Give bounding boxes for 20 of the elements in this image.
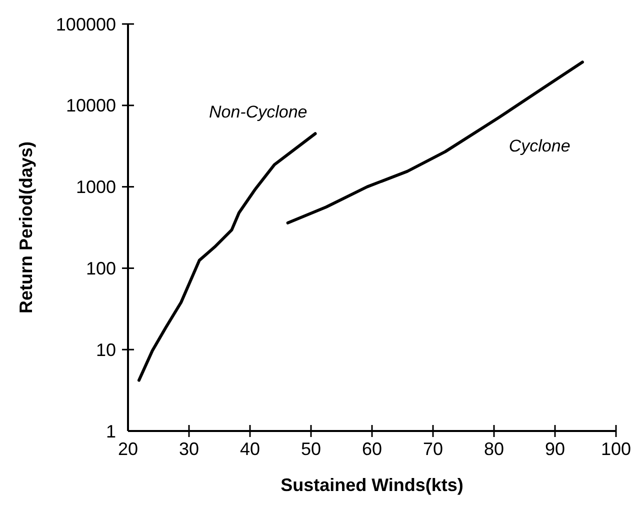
x-axis-title: Sustained Winds(kts) bbox=[280, 475, 464, 495]
x-tick-label: 80 bbox=[484, 439, 504, 459]
y-tick-label: 1000 bbox=[76, 177, 116, 198]
y-tick-label: 1 bbox=[106, 421, 116, 442]
y-tick-label: 100 bbox=[86, 258, 116, 278]
y-tick-label: 100000 bbox=[56, 14, 116, 34]
x-tick-label: 40 bbox=[240, 439, 260, 459]
series-label: Non-Cyclone bbox=[209, 102, 308, 122]
y-tick-label: 10000 bbox=[66, 96, 116, 116]
series-label: Cyclone bbox=[508, 136, 570, 156]
x-tick-label: 70 bbox=[422, 439, 444, 459]
y-axis-title: Return Period(days) bbox=[16, 141, 36, 314]
x-tick-label: 100 bbox=[600, 439, 632, 459]
x-tick-label: 30 bbox=[178, 439, 200, 459]
x-tick-label: 60 bbox=[362, 439, 382, 459]
x-tick-label: 20 bbox=[118, 439, 138, 459]
y-tick-label: 10 bbox=[96, 340, 116, 360]
x-tick-label: 90 bbox=[544, 439, 566, 459]
line-series bbox=[137, 132, 317, 382]
x-tick-label: 50 bbox=[300, 439, 322, 459]
